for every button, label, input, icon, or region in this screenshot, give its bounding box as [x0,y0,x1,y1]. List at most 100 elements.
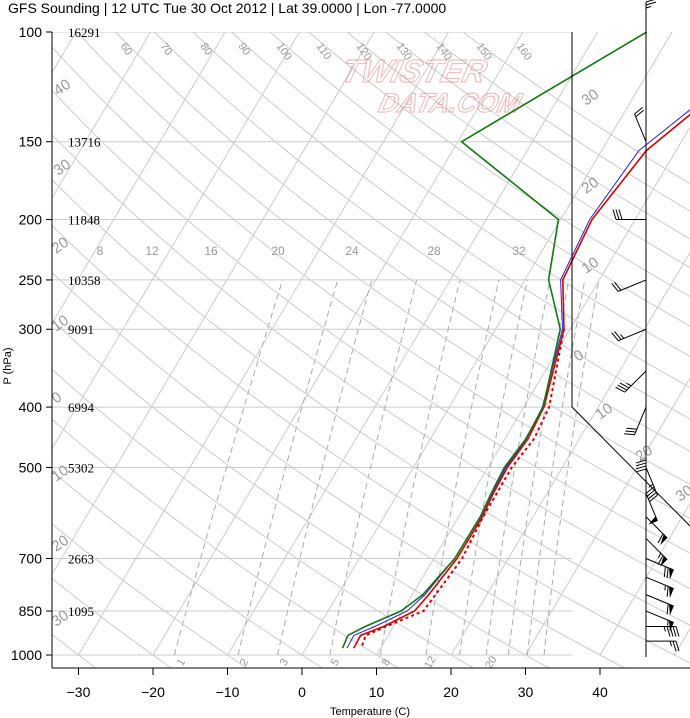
dry-adiabat [231,32,690,357]
dry-adiabat [52,46,690,519]
temperature-tick-label: 0 [298,684,306,700]
dry-adiabat [76,32,690,485]
barb-half-feather [645,6,652,9]
barb-feather [614,281,622,291]
barb-feather [615,209,620,220]
sounding-line [341,32,648,649]
barb-feather [635,468,647,473]
isotherm [0,32,2,655]
height-label: 1095 [68,604,94,619]
barb-feather [645,0,655,3]
wind-barb [645,493,658,525]
isotherm-label: 30 [579,86,602,109]
isotherm [52,32,375,576]
barb-flag [660,556,668,567]
temperature-axis: −30 −20 −10 0 10 20 30 40 [67,668,608,700]
pressure-tick-label: 300 [19,321,43,337]
mixing-ratio-label: 8 [380,657,393,668]
dry-adiabat [308,32,690,298]
height-label: 13716 [68,135,101,150]
sounding-line [346,109,690,649]
barb-shaft [645,467,658,496]
barb-flag [648,516,658,525]
mixing-ratio-label: 5 [329,657,342,668]
isotherm-label: 20 [633,442,656,465]
barb-feather [611,332,619,342]
dry-adiabat [52,271,626,668]
dry-adiabats [52,32,690,668]
barb-feather [663,566,666,577]
isotherm [525,377,690,656]
barb-shaft [618,279,647,292]
temperature-tick-label: 20 [443,684,459,700]
barb-half-feather [648,483,654,488]
isotherm [450,251,690,656]
barb-feather [666,603,669,615]
wind-barb [645,467,658,503]
temperature-tick-label: 30 [518,684,534,700]
wind-panel [571,32,690,657]
chart-title: GFS Sounding | 12 UTC Tue 30 Oct 2012 | … [8,0,446,16]
mixing-ratio-label: 32 [512,244,526,258]
barb-feather [675,640,680,652]
mixing-ratio-line [173,279,283,656]
height-label: 6994 [68,400,95,415]
mixing-ratio-lines [173,279,600,656]
mixing-ratio-line [379,279,461,656]
wind-barb [645,0,657,32]
barb-feather [612,209,617,220]
temperature-tick-label: −10 [216,684,240,700]
height-label: 10358 [68,273,101,288]
dry-adiabat [52,577,172,668]
barb-feather [669,626,674,637]
pressure-tick-label: 250 [19,272,43,288]
watermark: TWISTER DATA.COM [337,53,526,119]
barb-flag [669,604,674,616]
isotherm-label: 40 [51,76,74,99]
temperature-tick-label: 40 [592,684,608,700]
wind-barb [615,370,647,393]
wind-barb [645,516,668,546]
mixing-ratio-line [329,279,418,656]
barb-shaft [634,113,647,142]
barb-half-feather [667,620,669,626]
mixing-ratio-label: 1 [175,657,188,668]
isotherm [227,32,598,656]
barb-feather [657,533,664,544]
dry-adiabat [52,418,399,668]
height-label: 2663 [68,551,94,566]
dry-adiabat [153,32,690,420]
svg-text:DATA.COM: DATA.COM [376,87,526,118]
pressure-tick-label: 100 [19,24,43,40]
barb-feather [646,489,656,497]
dry-adiabat [52,523,248,668]
mixing-ratio-line [237,279,339,656]
barb-feather [672,640,677,652]
wind-barb [645,576,674,598]
isotherm [52,32,300,450]
adiabat-label: 100 [274,41,294,63]
dry-adiabat [115,32,690,452]
wind-barb [624,406,647,436]
isotherm-label: 30 [673,482,690,505]
barb-feather [647,492,657,500]
adiabat-label: 160 [514,41,534,63]
barb-feather [611,282,619,292]
mixing-ratio-label: 20 [271,244,285,258]
mixing-ratio-label: 2 [238,657,251,668]
barb-feather [625,430,636,433]
isotherm [52,32,226,325]
barb-feather [672,626,677,637]
barb-half-feather [669,640,672,647]
isotherm-label: 10 [579,254,602,277]
adiabat-label: 110 [314,41,334,62]
barb-feather [666,567,669,579]
mixing-ratio-label: 8 [97,244,104,258]
pressure-tick-label: 1000 [11,647,42,663]
barb-flag [660,534,668,546]
barb-half-feather [664,585,666,591]
barb-shaft [624,370,647,393]
x-axis-label: Temperature (C) [330,706,410,718]
barb-feather [624,433,635,436]
adiabat-label: 60 [118,41,135,58]
